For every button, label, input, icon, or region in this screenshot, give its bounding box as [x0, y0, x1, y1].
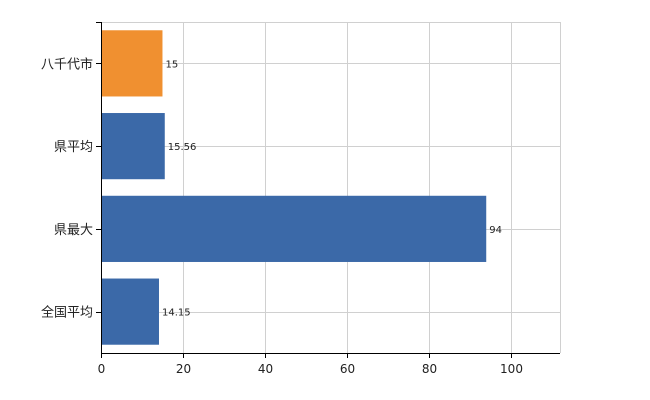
- x-tick-label: 60: [340, 362, 355, 376]
- x-tick-label: 80: [422, 362, 437, 376]
- category-label: 八千代市: [41, 56, 93, 72]
- x-tick-label: 0: [98, 362, 106, 376]
- bar: [101, 195, 487, 262]
- bars: [101, 30, 487, 345]
- category-label: 県最大: [54, 223, 93, 238]
- grid-lines: [101, 22, 561, 353]
- bar: [101, 113, 165, 180]
- x-tick-label: 20: [176, 362, 191, 376]
- category-label: 県平均: [54, 140, 93, 155]
- labels: 15 八千代市 15.56 県平均 94 県最大 14.15 全国平均 0 20 40 60 80 100: [41, 56, 523, 376]
- data-label: 94: [489, 225, 502, 236]
- bar: [101, 278, 159, 345]
- x-tick-label: 100: [500, 362, 523, 376]
- data-label: 15: [165, 59, 178, 70]
- data-label: 15.56: [168, 142, 197, 153]
- bar: [101, 30, 163, 97]
- axes: [96, 22, 560, 358]
- data-label: 14.15: [162, 308, 191, 319]
- x-tick-label: 40: [258, 362, 273, 376]
- category-label: 全国平均: [41, 305, 93, 321]
